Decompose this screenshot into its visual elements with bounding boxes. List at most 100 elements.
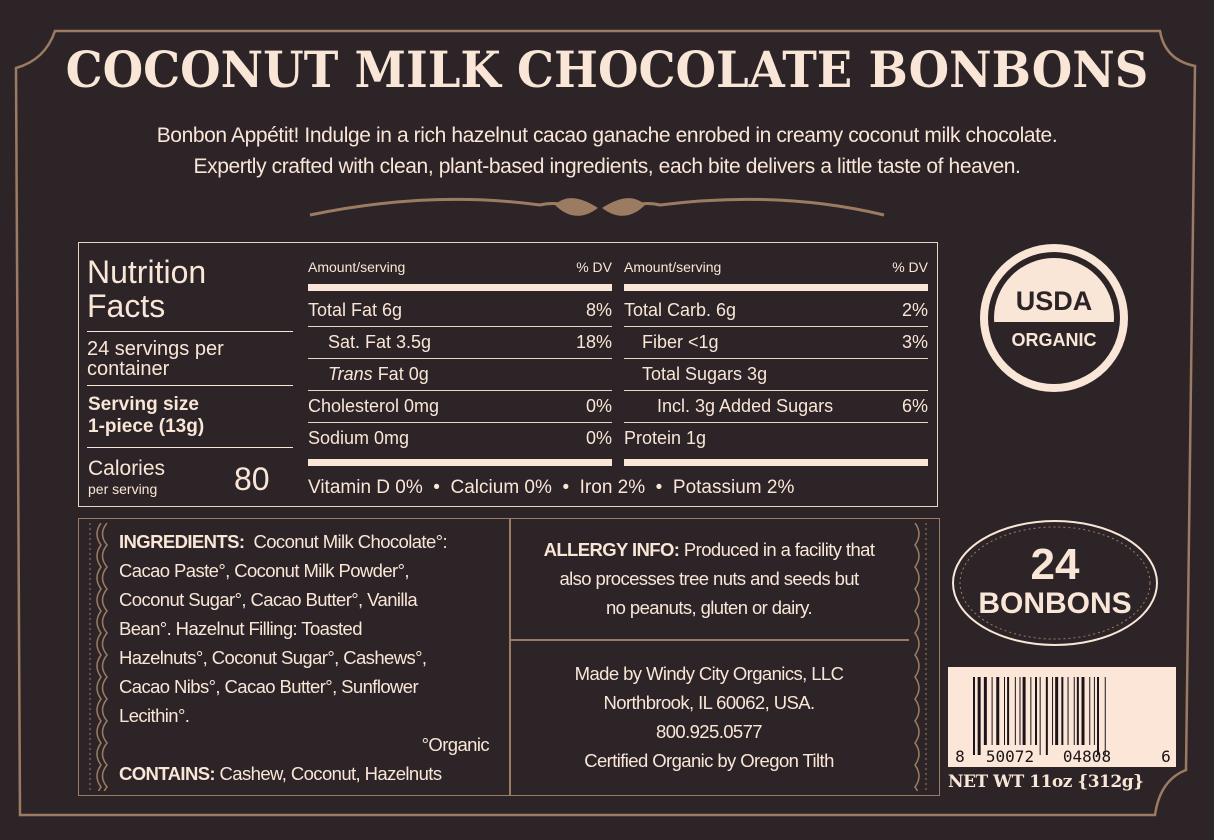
maker-line: Northbrook, IL 60062, USA. — [603, 692, 816, 713]
barcode-bar — [1081, 677, 1085, 745]
contains-text: Cashew, Coconut, Hazelnuts — [219, 763, 443, 784]
nutrient-row: Cholesterol 0mg 0% — [308, 391, 612, 423]
ingredients-panel: INGREDIENTS: Coconut Milk Chocolate°: Cac… — [78, 518, 940, 796]
nutrient-dv: 0% — [585, 396, 612, 416]
allergy-line: Produced in a facility that — [683, 539, 875, 560]
barcode-bar — [1007, 677, 1010, 745]
nutrient-row: Incl. 3g Added Sugars 6% — [624, 391, 928, 423]
barcode-bar — [977, 677, 981, 755]
ingredient-line: Coconut Sugar°, Cacao Butter°, Vanilla — [119, 589, 418, 610]
maker-info: Made by Windy City Organics, LLC Northbr… — [511, 659, 907, 775]
ingredient-line: Bean°. Hazelnut Filling: Toasted — [119, 618, 363, 639]
count-badge: 24 BONBONS — [952, 520, 1158, 646]
nutrient-label: Total Sugars 3g — [642, 364, 768, 384]
vitamins-minerals: Vitamin D 0% • Calcium 0% • Iron 2% • Po… — [308, 477, 795, 498]
nutrient-dv: 18% — [575, 332, 612, 352]
barcode-digits: 04808 — [1063, 747, 1111, 766]
barcode-bar — [1014, 677, 1016, 745]
nutrient-dv: 6% — [901, 396, 928, 416]
allergy-line: no peanuts, gluten or dairy. — [605, 597, 813, 618]
nutrient-label: Sodium 0mg — [308, 428, 410, 448]
nutrient-label: Cholesterol 0mg — [308, 396, 440, 416]
barcode-bar — [1061, 677, 1064, 745]
nutrient-label: Fiber <1g — [642, 332, 719, 352]
barcode-bar — [1055, 677, 1059, 745]
barcode: 8 50072 04808 6 — [948, 667, 1176, 767]
contains-label: CONTAINS: — [119, 763, 216, 784]
barcode-digits: 8 — [955, 747, 965, 766]
serving-size-label: Serving size — [88, 394, 199, 415]
allergy-label: ALLERGY INFO: — [543, 539, 680, 560]
nutrient-label: Protein 1g — [624, 428, 707, 448]
nutrient-label: Trans Fat 0g — [328, 364, 429, 384]
maker-line: 800.925.0577 — [656, 721, 763, 742]
nutrient-row: Sodium 0mg 0% — [308, 423, 612, 454]
description-line: Expertly crafted with clean, plant-based… — [193, 155, 1021, 178]
nutrient-label: Sat. Fat 3.5g — [328, 332, 432, 352]
barcode-bar — [1089, 677, 1091, 745]
barcode-bar — [1104, 677, 1106, 755]
organic-note: °Organic — [421, 734, 490, 755]
barcode-bar — [1019, 677, 1021, 745]
barcode-bar — [983, 677, 987, 745]
nutrient-row: Protein 1g — [624, 423, 928, 454]
dv-header: % DV — [576, 259, 612, 275]
organic-text: ORGANIC — [1012, 330, 1097, 350]
nutrient-row: Total Carb. 6g 2% — [624, 295, 928, 327]
allergy-info: ALLERGY INFO: Produced in a facility tha… — [511, 535, 907, 622]
nutrient-row: Trans Fat 0g — [308, 359, 612, 391]
barcode-bar — [1004, 677, 1005, 745]
description-line: Bonbon Appétit! Indulge in a rich hazeln… — [156, 124, 1058, 147]
nutrient-row: Sat. Fat 3.5g 18% — [308, 327, 612, 359]
nutrition-facts-panel: Nutrition Facts 24 servings per containe… — [78, 242, 938, 507]
ingredient-line: Cacao Nibs°, Cacao Butter°, Sunflower — [119, 676, 419, 697]
barcode-digits: 50072 — [986, 747, 1034, 766]
net-weight: NET WT 11oz {312g} — [948, 772, 1144, 792]
barcode-bar — [1039, 677, 1041, 755]
barcode-bar — [1022, 677, 1026, 745]
column-header: Amount/serving % DV — [624, 259, 928, 275]
serving-size: 1-piece (13g) — [88, 416, 205, 437]
barcode-bar — [1052, 677, 1054, 745]
barcode-bar — [991, 677, 993, 745]
nutrient-dv: 2% — [901, 300, 928, 320]
usda-text: USDA — [1016, 286, 1093, 316]
calories-label: Calories — [88, 457, 166, 480]
nutrient-label: Total Carb. 6g — [624, 300, 737, 320]
calories-value: 80 — [234, 461, 270, 497]
barcode-bar — [1067, 677, 1069, 745]
maker-line: Certified Organic by Oregon Tilth — [584, 750, 834, 771]
dv-header: % DV — [892, 259, 928, 275]
allergy-line: also processes tree nuts and seeds but — [559, 568, 859, 589]
nutrient-dv: 3% — [901, 332, 928, 352]
barcode-bar — [1073, 677, 1075, 745]
nutrient-row: Total Sugars 3g — [624, 359, 928, 391]
nutrient-row: Fiber <1g 3% — [624, 327, 928, 359]
count-label: BONBONS — [978, 587, 1131, 620]
barcode-bar — [1093, 677, 1095, 745]
nutrient-dv: 0% — [585, 428, 612, 448]
product-title: COCONUT MILK CHOCOLATE BONBONS — [65, 40, 1149, 99]
ingredient-line: Hazelnuts°, Coconut Sugar°, Cashews°, — [119, 647, 427, 668]
calories-sub: per serving — [88, 481, 158, 497]
wavy-border — [89, 523, 108, 791]
barcode-digits: 6 — [1161, 747, 1171, 766]
ingredient-line: Lecithin°. — [119, 705, 190, 726]
ingredient-line: Coconut Milk Chocolate°: — [253, 531, 447, 552]
barcode-bar — [1045, 677, 1048, 755]
barcode-bar — [1097, 677, 1099, 755]
leaf-ornament — [555, 198, 645, 216]
nutrient-label: Incl. 3g Added Sugars — [657, 396, 834, 416]
barcode-bar — [996, 677, 1000, 745]
amount-header: Amount/serving — [308, 259, 406, 275]
ingredients-text: INGREDIENTS: Coconut Milk Chocolate°: Cac… — [119, 527, 499, 788]
wavy-border — [914, 523, 927, 791]
nutrient-dv: 8% — [585, 300, 612, 320]
nutrient-label: Total Fat 6g — [308, 300, 403, 320]
maker-line: Made by Windy City Organics, LLC — [574, 663, 844, 684]
count-number: 24 — [1031, 540, 1080, 589]
barcode-bar — [1030, 677, 1032, 745]
barcode-bar — [1035, 677, 1037, 745]
